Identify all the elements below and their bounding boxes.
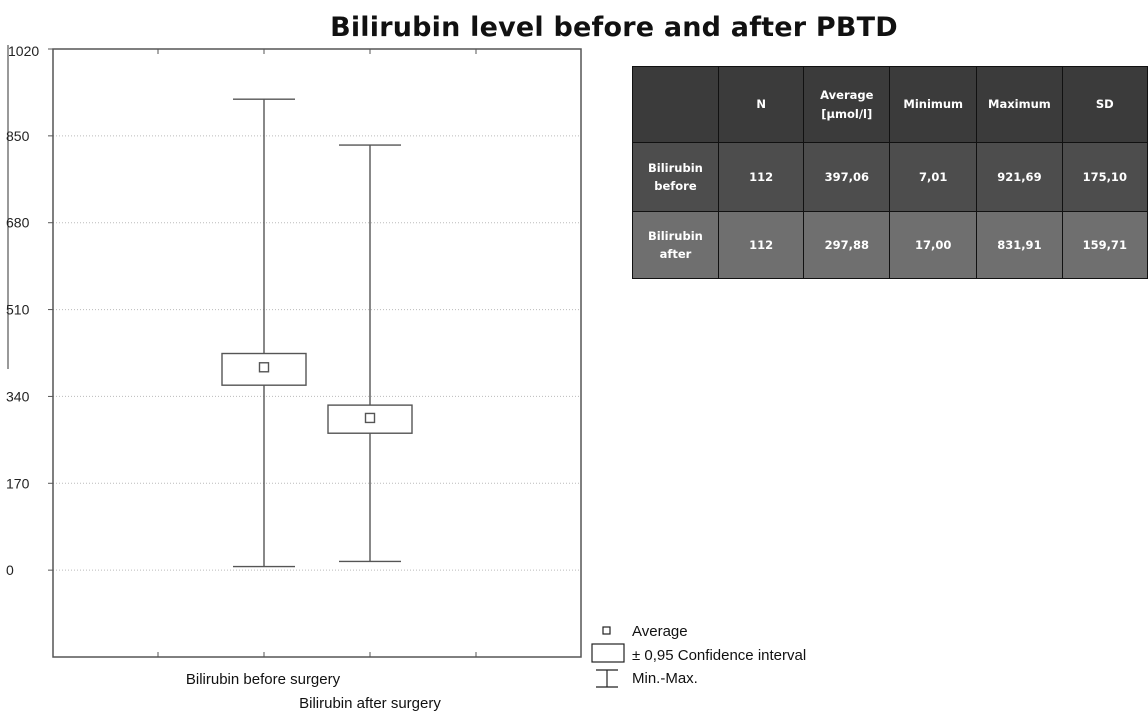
table-cell: 112 — [717, 211, 805, 279]
legend-average-label: Average — [632, 623, 688, 640]
table-cell: 831,91 — [976, 211, 1063, 279]
y-tick-label: 0 — [6, 562, 14, 578]
table-header-cell: N — [717, 66, 805, 143]
y-tick-label: 510 — [6, 302, 30, 318]
y-tick-label: 850 — [6, 128, 30, 144]
legend: Average ± 0,95 Confidence interval Min.-… — [591, 623, 806, 688]
table-row: Bilirubin after 112 297,88 17,00 831,91 … — [632, 211, 1148, 279]
table-header-cell — [632, 66, 719, 143]
legend-ci-label: ± 0,95 Confidence interval — [632, 647, 806, 664]
table-cell: 17,00 — [889, 211, 978, 279]
y-tick-label: 170 — [6, 475, 30, 491]
table-cell: 159,71 — [1061, 211, 1148, 279]
statistics-table: N Average [µmol/l] Minimum Maximum SD Bi… — [632, 66, 1148, 279]
table-cell: 297,88 — [803, 211, 891, 279]
y-tick-label: 1020 — [8, 43, 39, 59]
mean-marker — [258, 362, 270, 373]
table-header-row: N Average [µmol/l] Minimum Maximum SD — [632, 66, 1148, 143]
x-category-label: Bilirubin after surgery — [299, 695, 441, 712]
table-row: Bilirubin before 112 397,06 7,01 921,69 … — [632, 142, 1148, 212]
mean-marker — [364, 412, 376, 424]
chart-title: Bilirubin level before and after PBTD — [330, 12, 898, 43]
table-header-cell: SD — [1061, 66, 1148, 143]
legend-ci-marker — [591, 643, 625, 663]
table-cell: Bilirubin before — [632, 142, 719, 212]
table-cell: 397,06 — [803, 142, 891, 212]
plot-frame — [52, 48, 582, 658]
x-category-label: Bilirubin before surgery — [186, 671, 341, 688]
y-tick-label: 340 — [6, 388, 30, 404]
y-tick-label: 680 — [6, 215, 30, 231]
table-cell: 112 — [717, 142, 805, 212]
table-cell: 7,01 — [889, 142, 978, 212]
legend-average-marker — [602, 626, 611, 635]
table-cell: 921,69 — [976, 142, 1063, 212]
table-header-cell: Minimum — [889, 66, 978, 143]
legend-minmax-label: Min.-Max. — [632, 670, 698, 687]
table-cell: 175,10 — [1061, 142, 1148, 212]
table-cell: Bilirubin after — [632, 211, 719, 279]
table-header-cell: Average [µmol/l] — [803, 66, 891, 143]
table-header-cell: Maximum — [976, 66, 1063, 143]
